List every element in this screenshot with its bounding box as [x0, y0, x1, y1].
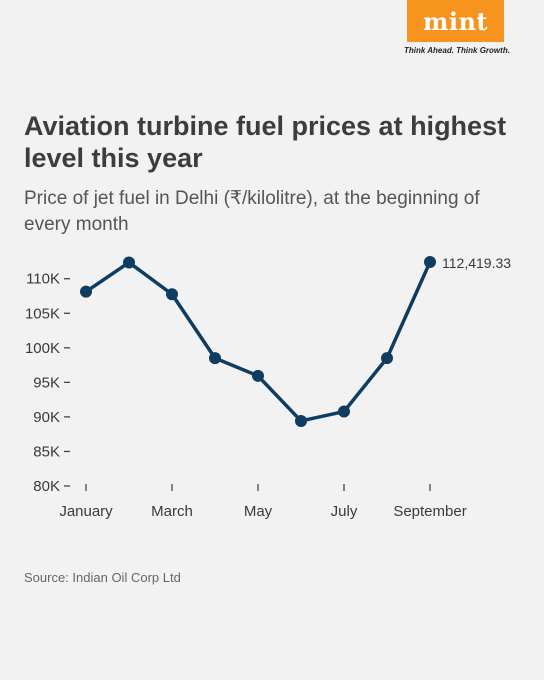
chart-subtitle: Price of jet fuel in Delhi (₹/kilolitre)…: [24, 188, 480, 235]
source-note: Source: Indian Oil Corp Ltd: [24, 570, 181, 585]
data-point: [123, 256, 135, 269]
data-point: [338, 405, 350, 418]
data-point: [295, 414, 307, 427]
y-tick-label: 105K: [25, 305, 60, 322]
x-tick-label: May: [244, 503, 273, 520]
x-tick-label: September: [393, 503, 466, 520]
data-point: [80, 285, 92, 298]
x-tick-label: January: [59, 503, 113, 520]
line-chart: 80K 85K 90K 95K 100K 105K 110K January March May J…: [25, 255, 511, 520]
mint-logo: mint: [407, 0, 504, 42]
y-tick-label: 95K: [33, 374, 60, 391]
series-line: [84, 260, 432, 423]
logo-tagline: Think Ahead. Think Growth.: [404, 46, 510, 55]
x-tick-label: March: [151, 503, 193, 520]
logo-text: mint: [422, 6, 489, 36]
y-tick-label: 100K: [25, 340, 60, 357]
data-label: 112,419.33: [442, 255, 511, 271]
data-point: [424, 256, 436, 269]
data-point: [166, 288, 178, 301]
data-point: [252, 369, 264, 382]
x-tick-label: July: [331, 503, 358, 520]
y-tick-label: 85K: [33, 443, 60, 460]
chart-title: Aviation turbine fuel prices at highest …: [24, 111, 507, 173]
y-tick-label: 80K: [33, 478, 60, 495]
y-tick-label: 110K: [26, 271, 60, 288]
data-point: [381, 352, 393, 365]
y-tick-label: 90K: [33, 409, 60, 426]
data-point: [209, 352, 221, 365]
